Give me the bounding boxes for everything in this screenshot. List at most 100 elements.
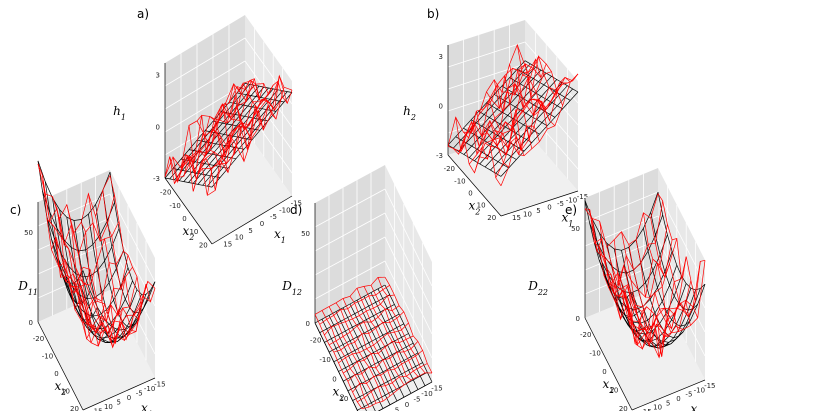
wall-gridline — [109, 265, 156, 355]
x2-axis-label: x2 — [333, 385, 345, 403]
x1-tick-label: 5 — [116, 399, 120, 407]
wall-gridline — [384, 188, 433, 287]
z-axis-label-sub: 22 — [537, 288, 548, 297]
x2-tick-label: 10 — [609, 386, 618, 394]
x1-tick-label: -15 — [577, 193, 588, 201]
floor-pane — [585, 288, 705, 410]
x2-tick-label: 0 — [332, 376, 336, 384]
series-model — [447, 60, 579, 177]
wall-gridline — [164, 37, 246, 87]
z-axis-label-sub: 1 — [121, 113, 126, 122]
x1-tick-label: 0 — [547, 204, 551, 212]
surface-line — [204, 109, 253, 151]
x1-tick-label: 0 — [260, 220, 264, 228]
surface-line — [643, 212, 691, 330]
wall-gridline — [314, 212, 386, 252]
x2-tick-label: -20 — [160, 189, 171, 197]
z-tick-label: 50 — [24, 229, 33, 237]
surface-line — [314, 314, 363, 409]
surface-line — [164, 156, 213, 196]
wall-gridline — [657, 191, 706, 285]
x2-axis-line — [447, 154, 502, 217]
back-wall-right — [658, 168, 705, 380]
back-wall-left — [315, 165, 385, 323]
z-axis-label: h1 — [113, 104, 126, 122]
z-tick-label: 0 — [576, 315, 580, 323]
wall-gridline — [109, 193, 156, 283]
surface-line — [44, 181, 91, 305]
z-axis-label: h2 — [403, 104, 416, 122]
x2-tick-label: 0 — [602, 368, 606, 376]
x2-tick-label: -10 — [319, 356, 330, 364]
x1-tick-label: 5 — [536, 207, 540, 215]
surface-line — [657, 193, 706, 302]
surface-line — [196, 114, 245, 162]
wall-gridline — [314, 188, 386, 228]
panel-label: d) — [290, 203, 302, 217]
x1-tick-label: 5 — [248, 227, 252, 235]
x2-tick-label: 10 — [339, 395, 348, 403]
surface-line — [244, 78, 293, 105]
x1-tick-label: -10 — [421, 390, 432, 398]
floor-pane — [165, 130, 292, 244]
wall-gridline — [37, 241, 111, 275]
x1-tick-label: -5 — [136, 389, 143, 397]
surface-line — [470, 119, 525, 152]
surface-line — [363, 286, 412, 381]
surface-line — [591, 218, 640, 326]
back-wall-left — [448, 20, 525, 155]
x1-tick-label: -10 — [144, 385, 155, 393]
x2-tick-label: -20 — [580, 331, 591, 339]
z-axis-label: D11 — [17, 279, 38, 297]
x2-tick-label: -10 — [42, 352, 53, 360]
x1-tick-label: -5 — [685, 391, 692, 399]
back-wall-left — [585, 168, 658, 318]
x2-axis-line — [314, 322, 359, 411]
x1-tick-label: -15 — [704, 382, 715, 390]
surface-line — [650, 212, 698, 311]
surface-line — [356, 300, 405, 398]
x1-axis-line — [377, 381, 433, 411]
x2-axis-line — [164, 177, 213, 245]
x2-axis-label: x2 — [55, 379, 67, 397]
x1-axis-label: x1 — [562, 211, 574, 229]
wall-gridline — [314, 236, 386, 276]
surface-line — [52, 196, 98, 326]
surface-line — [493, 75, 548, 130]
series-estimate — [37, 163, 156, 349]
surface-line — [384, 284, 433, 383]
panel-label: a) — [137, 7, 149, 21]
z-axis-label-sub: 12 — [292, 288, 302, 297]
x1-tick-label: -5 — [557, 200, 564, 208]
x2-axis-label-sub: 2 — [608, 386, 614, 395]
x1-tick-label: -15 — [154, 380, 165, 388]
panel-label: e) — [565, 203, 577, 217]
x1-tick-label: -5 — [414, 396, 421, 404]
x2-axis-label-sub: 2 — [338, 393, 344, 402]
x1-tick-label: 15 — [643, 408, 652, 411]
back-wall-right — [385, 165, 432, 382]
back-wall-left — [165, 15, 245, 178]
x2-tick-label: 20 — [487, 214, 496, 222]
z-tick-label: 0 — [306, 320, 310, 328]
x2-tick-label: -10 — [589, 350, 600, 358]
x1-axis-line — [211, 195, 293, 245]
x2-tick-label: 0 — [54, 370, 58, 378]
wall-gridline — [244, 83, 293, 151]
surface-line — [95, 216, 141, 332]
x2-tick-label: 20 — [619, 405, 628, 411]
z-tick-label: -3 — [436, 152, 443, 160]
x1-axis-label-sub: 1 — [148, 410, 153, 411]
wall-gridline — [384, 212, 433, 311]
z-tick-label: 3 — [439, 53, 443, 61]
x1-tick-label: -10 — [279, 206, 290, 214]
x2-tick-label: -20 — [310, 337, 321, 345]
z-tick-label: 0 — [156, 123, 160, 131]
surface-line — [188, 125, 237, 165]
x1-tick-label: 0 — [127, 394, 131, 402]
wall-gridline — [109, 241, 156, 331]
surface-line — [349, 296, 398, 391]
